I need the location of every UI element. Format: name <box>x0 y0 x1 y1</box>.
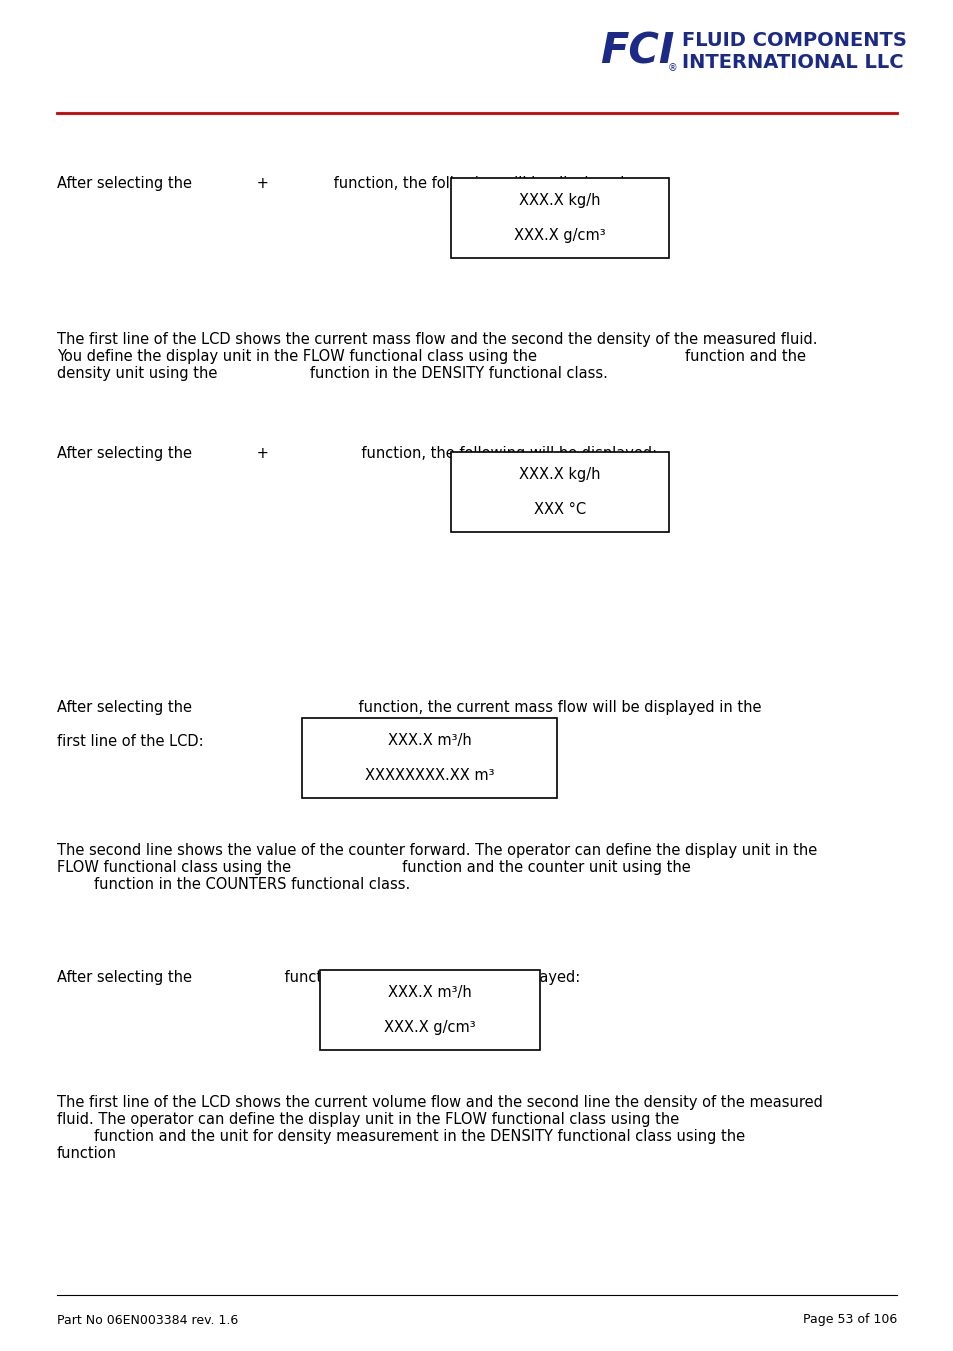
Text: XXXXXXXX.XX m³: XXXXXXXX.XX m³ <box>365 769 495 784</box>
Text: FLUID COMPONENTS: FLUID COMPONENTS <box>681 31 906 50</box>
FancyBboxPatch shape <box>302 717 557 798</box>
Text: XXX.X g/cm³: XXX.X g/cm³ <box>384 1020 476 1035</box>
Text: The second line shows the value of the counter forward. The operator can define : The second line shows the value of the c… <box>57 843 817 858</box>
Text: FCI: FCI <box>599 31 674 73</box>
Text: XXX.X m³/h: XXX.X m³/h <box>388 985 472 1000</box>
Text: You define the display unit in the FLOW functional class using the              : You define the display unit in the FLOW … <box>57 349 805 363</box>
Text: function in the COUNTERS functional class.: function in the COUNTERS functional clas… <box>57 877 410 892</box>
Text: fluid. The operator can define the display unit in the FLOW functional class usi: fluid. The operator can define the displ… <box>57 1112 679 1127</box>
Text: function: function <box>57 1146 117 1161</box>
Text: The first line of the LCD shows the current mass flow and the second the density: The first line of the LCD shows the curr… <box>57 332 817 347</box>
Text: function and the unit for density measurement in the DENSITY functional class us: function and the unit for density measur… <box>57 1129 744 1144</box>
Text: After selecting the              +                    function, the following wi: After selecting the + function, the foll… <box>57 446 657 461</box>
Text: INTERNATIONAL LLC: INTERNATIONAL LLC <box>681 53 902 72</box>
Text: XXX.X m³/h: XXX.X m³/h <box>388 732 472 748</box>
Text: After selecting the                                    function, the current mas: After selecting the function, the curren… <box>57 700 760 715</box>
FancyBboxPatch shape <box>451 178 668 258</box>
Text: The first line of the LCD shows the current volume flow and the second line the : The first line of the LCD shows the curr… <box>57 1096 822 1111</box>
Text: XXX °C: XXX °C <box>534 503 585 517</box>
FancyBboxPatch shape <box>451 453 668 532</box>
Text: Page 53 of 106: Page 53 of 106 <box>801 1313 896 1327</box>
Text: XXX.X kg/h: XXX.X kg/h <box>518 467 600 482</box>
Text: After selecting the                    function, the following will be displayed: After selecting the function, the follow… <box>57 970 579 985</box>
Text: density unit using the                    function in the DENSITY functional cla: density unit using the function in the D… <box>57 366 607 381</box>
Text: After selecting the              +              function, the following will be : After selecting the + function, the foll… <box>57 176 629 190</box>
Text: XXX.X kg/h: XXX.X kg/h <box>518 193 600 208</box>
Text: Part No 06EN003384 rev. 1.6: Part No 06EN003384 rev. 1.6 <box>57 1313 238 1327</box>
Text: XXX.X g/cm³: XXX.X g/cm³ <box>514 228 605 243</box>
Text: ®: ® <box>667 63 677 73</box>
Text: first line of the LCD:: first line of the LCD: <box>57 734 203 748</box>
FancyBboxPatch shape <box>319 970 539 1050</box>
Text: FLOW functional class using the                        function and the counter : FLOW functional class using the function… <box>57 861 690 875</box>
